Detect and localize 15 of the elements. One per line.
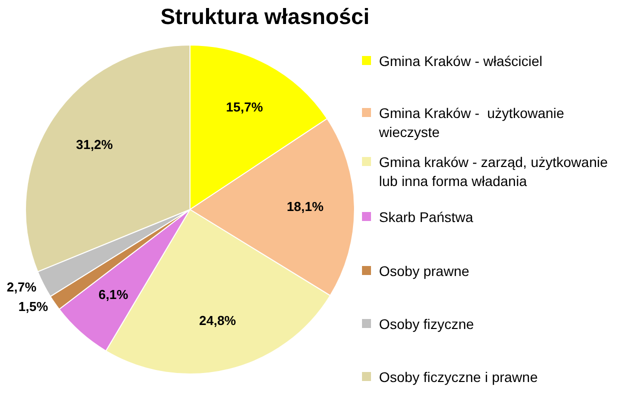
data-label: 24,8% <box>199 312 236 328</box>
legend-label: Osoby fizyczne <box>379 315 474 334</box>
data-label: 2,7% <box>6 280 37 295</box>
data-label: 15,7% <box>226 100 264 115</box>
legend-label: Osoby ficzyczne i prawne <box>379 368 538 387</box>
chart-title: Struktura własności <box>159 4 371 30</box>
data-label: 18,1% <box>286 199 324 214</box>
data-label: 31,2% <box>76 136 114 152</box>
data-label: 6,1% <box>98 287 129 302</box>
legend-label: Gmina Kraków - użytkowanie wieczyste <box>379 104 566 142</box>
legend-label: Osoby prawne <box>379 262 470 281</box>
legend-label: Gmina Kraków - właściciel <box>379 52 542 71</box>
data-label: 1,5% <box>18 299 48 314</box>
legend-label: Gmina kraków - zarząd, użytkowanie lub inna forma władania <box>379 153 609 191</box>
legend-label: Skarb Państwa <box>379 208 474 227</box>
